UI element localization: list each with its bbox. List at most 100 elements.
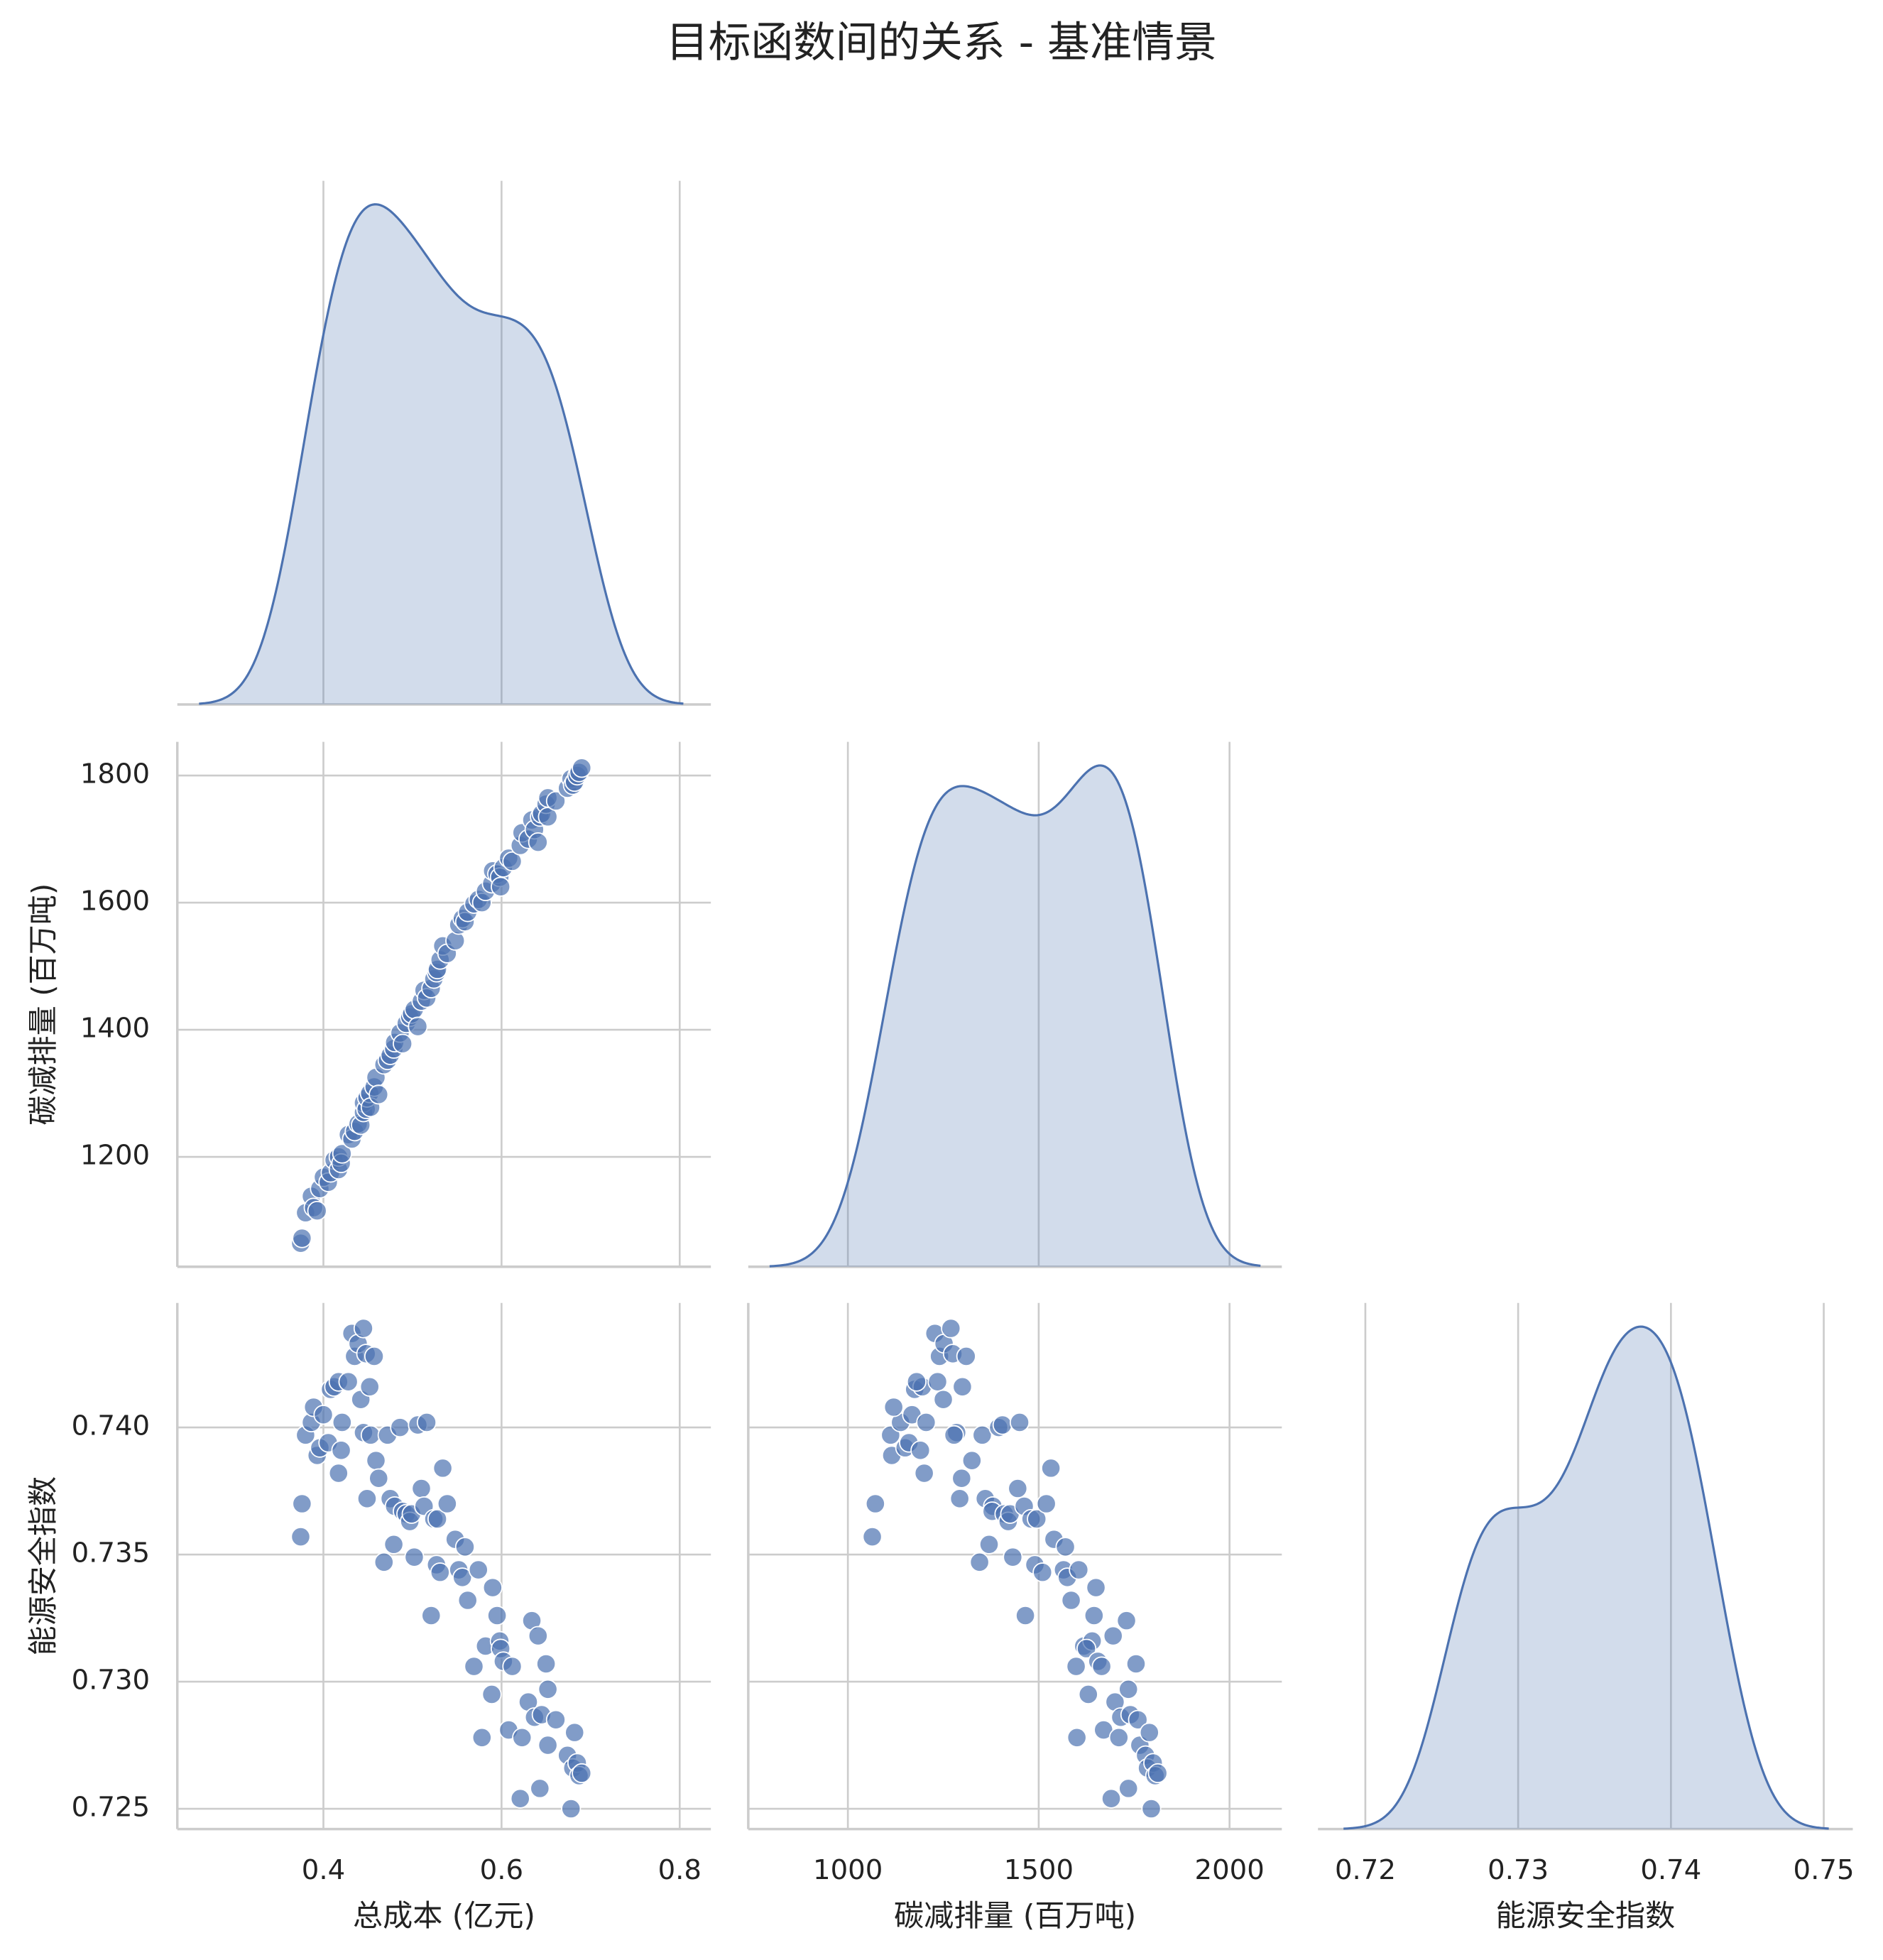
kde-line bbox=[1343, 1325, 1829, 1830]
scatter-point bbox=[430, 1562, 450, 1583]
scatter-point bbox=[1103, 1626, 1123, 1646]
scatter-point bbox=[530, 1778, 550, 1799]
scatter-point bbox=[572, 1763, 592, 1783]
x-tick-label: 0.6 bbox=[480, 1854, 523, 1886]
scatter-point bbox=[307, 1201, 327, 1221]
scatter-point bbox=[1066, 1727, 1087, 1748]
scatter-point bbox=[916, 1412, 937, 1433]
y-tick-label: 0.730 bbox=[72, 1665, 151, 1697]
scatter-point bbox=[978, 1534, 1000, 1555]
scatter-point bbox=[1008, 1478, 1028, 1499]
scatter-point bbox=[427, 1508, 448, 1530]
scatter-point bbox=[972, 1425, 993, 1445]
scatter-point bbox=[1084, 1605, 1104, 1626]
scatter-point bbox=[457, 1590, 478, 1611]
scatter-point bbox=[1055, 1537, 1076, 1557]
y-tick-label: 0.725 bbox=[72, 1792, 151, 1824]
scatter-point bbox=[910, 1440, 931, 1461]
y-tick-label: 1600 bbox=[80, 886, 150, 918]
y-tick-label: 1400 bbox=[80, 1013, 150, 1045]
scatter-point bbox=[961, 1450, 982, 1471]
scatter-point bbox=[1027, 1508, 1047, 1530]
scatter-point bbox=[292, 1493, 312, 1514]
scatter-point bbox=[393, 1033, 413, 1054]
chart-title: 目标函数间的关系 - 基准情景 bbox=[666, 18, 1217, 67]
scatter-point bbox=[1128, 1709, 1148, 1730]
scatter-point bbox=[1116, 1611, 1137, 1631]
kde-area bbox=[1343, 1327, 1829, 1829]
scatter-point bbox=[1015, 1605, 1036, 1626]
x-tick-label: 0.75 bbox=[1794, 1854, 1855, 1886]
scatter-point bbox=[359, 1376, 380, 1397]
scatter-point bbox=[390, 1417, 410, 1438]
x-axis-label: 总成本 (亿元) bbox=[353, 1898, 535, 1933]
scatter-point bbox=[313, 1405, 334, 1425]
scatter-point bbox=[290, 1526, 311, 1547]
scatter-point bbox=[537, 1735, 558, 1755]
y-tick-label: 1200 bbox=[80, 1140, 150, 1172]
scatter-point bbox=[482, 1577, 503, 1598]
kde-area bbox=[199, 204, 684, 704]
scatter-point bbox=[1086, 1577, 1106, 1598]
scatter-point bbox=[1125, 1653, 1147, 1675]
scatter-point bbox=[1061, 1590, 1081, 1611]
scatter-point bbox=[454, 1537, 475, 1557]
y-tick-label: 0.740 bbox=[72, 1410, 151, 1442]
scatter-point bbox=[332, 1412, 352, 1433]
scatter-point bbox=[468, 1559, 489, 1580]
scatter-point bbox=[1069, 1559, 1089, 1580]
scatter-point bbox=[487, 1605, 508, 1626]
scatter-point bbox=[933, 1389, 954, 1410]
scatter-point bbox=[421, 1605, 442, 1626]
scatter-point bbox=[537, 1679, 558, 1699]
scatter-point bbox=[1036, 1493, 1057, 1514]
scatter-point bbox=[369, 1468, 389, 1488]
scatter-point bbox=[373, 1552, 394, 1572]
scatter-point bbox=[452, 1567, 473, 1588]
scatter-point bbox=[949, 1488, 970, 1509]
scatter-point bbox=[416, 1412, 437, 1433]
scatter-point bbox=[383, 1534, 404, 1555]
scatter-point bbox=[404, 1547, 425, 1567]
scatter-point bbox=[528, 832, 548, 853]
scatter-point bbox=[502, 851, 523, 871]
scatter-point bbox=[471, 1727, 492, 1748]
scatter-point bbox=[572, 758, 592, 778]
scatter-point bbox=[862, 1526, 883, 1547]
x-tick-label: 0.74 bbox=[1640, 1854, 1701, 1886]
x-axis-label: 碳减排量 (百万吨) bbox=[894, 1898, 1136, 1933]
x-tick-label: 0.4 bbox=[302, 1854, 345, 1886]
scatter-point bbox=[944, 1425, 964, 1445]
scatter-point bbox=[1118, 1679, 1139, 1699]
scatter-point bbox=[481, 1684, 502, 1704]
scatter-point bbox=[512, 1727, 533, 1748]
scatter-point bbox=[1091, 1656, 1112, 1677]
scatter-point bbox=[906, 1371, 927, 1392]
scatter-point bbox=[1139, 1722, 1159, 1743]
x-tick-label: 1000 bbox=[813, 1854, 883, 1886]
scatter-point bbox=[353, 1318, 373, 1339]
scatter-point bbox=[1141, 1798, 1162, 1819]
scatter-point bbox=[464, 1656, 484, 1677]
y-tick-label: 1800 bbox=[80, 758, 150, 790]
scatter-point bbox=[1009, 1412, 1030, 1433]
scatter-point bbox=[536, 1653, 557, 1675]
scatter-point bbox=[356, 1488, 377, 1509]
scatter-point bbox=[338, 1371, 359, 1392]
scatter-point bbox=[411, 1478, 432, 1499]
scatter-point bbox=[1118, 1778, 1139, 1799]
scatter-point bbox=[941, 1318, 961, 1339]
scatter-point bbox=[332, 1143, 352, 1164]
scatter-point bbox=[564, 1722, 585, 1743]
kde-line bbox=[199, 203, 684, 705]
scatter-point bbox=[510, 1788, 530, 1809]
x-tick-label: 1500 bbox=[1004, 1854, 1074, 1886]
scatter-point bbox=[992, 1415, 1013, 1435]
scatter-point bbox=[545, 790, 566, 811]
y-axis-label: 碳减排量 (百万吨) bbox=[26, 883, 60, 1126]
scatter-point bbox=[1003, 1547, 1023, 1567]
scatter-point bbox=[331, 1440, 351, 1461]
x-tick-label: 0.72 bbox=[1335, 1854, 1396, 1886]
x-tick-label: 0.8 bbox=[658, 1854, 702, 1886]
